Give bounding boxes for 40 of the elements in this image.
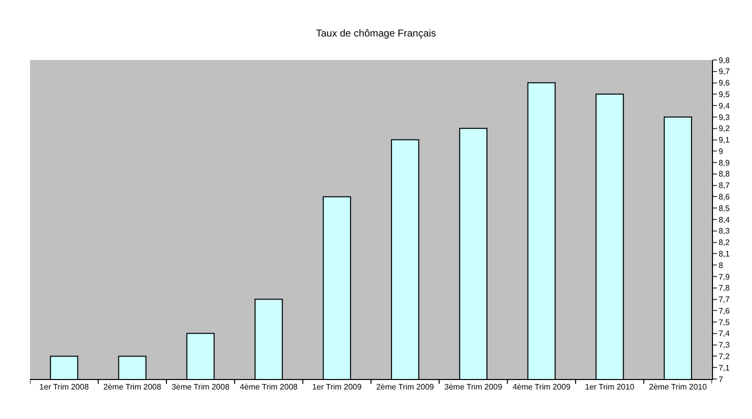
y-tick-label: 8,1	[718, 249, 730, 258]
y-tick-label: 9,1	[718, 136, 730, 145]
y-tick-label: 8,6	[718, 192, 730, 202]
y-tick-label: 8,7	[718, 181, 730, 190]
y-tick-label: 9,6	[718, 78, 730, 88]
y-tick-label: 7,9	[718, 272, 730, 282]
y-tick-label: 9,5	[718, 90, 730, 99]
x-tick-label: 3ème Trim 2008	[172, 382, 230, 392]
x-tick-label: 1er Trim 2009	[312, 382, 362, 392]
y-tick-label: 7	[718, 374, 724, 384]
x-tick-label: 2ème Trim 2009	[376, 382, 435, 392]
y-tick-label: 7,8	[718, 284, 730, 293]
x-tick-label: 4ème Trim 2008	[240, 382, 298, 392]
y-tick-label: 8,3	[718, 226, 730, 236]
y-tick-label: 8,5	[718, 204, 730, 213]
y-tick-label: 9	[718, 146, 724, 156]
chart-title: Taux de chômage Français	[316, 28, 436, 40]
x-tick-label: 2ème Trim 2008	[103, 382, 162, 392]
y-tick-label: 8,9	[718, 158, 730, 168]
y-tick-label: 9,2	[718, 124, 730, 134]
x-tick-label: 1er Trim 2008	[39, 382, 90, 392]
y-tick-label: 7,2	[718, 352, 730, 362]
y-tick-label: 8,8	[718, 170, 730, 179]
y-tick-label: 8,2	[718, 238, 730, 248]
y-tick-label: 7,6	[718, 306, 730, 316]
x-tick-label: 4ème Trim 2009	[512, 382, 571, 392]
y-tick-label: 9,3	[718, 112, 730, 122]
y-tick-label: 7,1	[718, 363, 730, 372]
x-tick-label: 1er Trim 2010	[585, 382, 635, 392]
y-tick-label: 9,8	[718, 56, 730, 65]
x-tick-label: 3ème Trim 2009	[444, 382, 503, 392]
y-tick-label: 7,3	[718, 340, 730, 350]
y-tick-label: 7,7	[718, 295, 730, 304]
y-tick-label: 8,4	[718, 215, 730, 224]
y-tick-label: 9,7	[718, 67, 730, 76]
y-tick-label: 7,5	[718, 318, 730, 327]
y-tick-label: 8	[718, 260, 724, 270]
y-tick-label: 9,4	[718, 101, 730, 110]
y-tick-label: 7,4	[718, 329, 730, 338]
x-tick-label: 2ème Trim 2010	[648, 382, 708, 392]
